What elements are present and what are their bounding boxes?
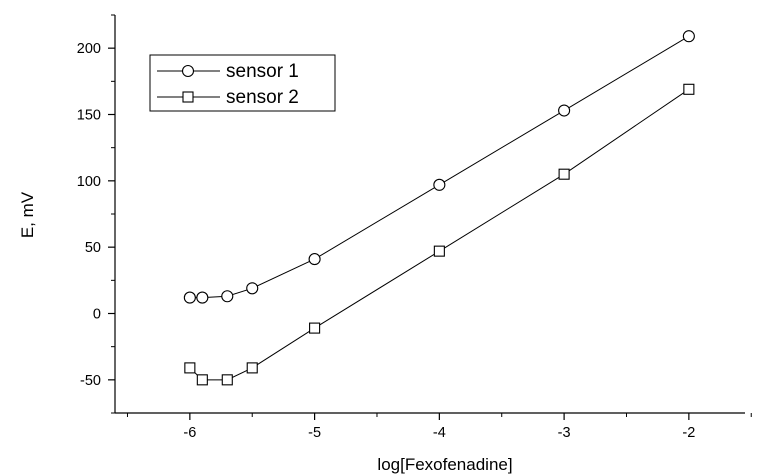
data-point-circle xyxy=(558,104,571,117)
data-point-square xyxy=(683,83,695,95)
legend-label: sensor 1 xyxy=(226,61,299,82)
series-line xyxy=(189,88,690,381)
x-tick-label: -6 xyxy=(183,425,196,441)
x-tick-label: -4 xyxy=(433,425,446,441)
x-tick-label: -5 xyxy=(308,425,321,441)
y-tick-label: 150 xyxy=(77,108,101,124)
y-tick-label: -50 xyxy=(80,373,101,389)
data-point-circle xyxy=(221,290,234,303)
data-point-square xyxy=(246,362,258,374)
data-point-circle xyxy=(308,253,321,266)
data-point-circle xyxy=(181,64,195,78)
data-point-circle xyxy=(246,282,259,295)
data-point-square xyxy=(433,245,445,257)
legend-label: sensor 2 xyxy=(226,87,299,108)
legend-box xyxy=(149,54,336,112)
y-tick-label: 0 xyxy=(93,307,101,323)
data-point-square xyxy=(184,362,196,374)
y-tick-label: 100 xyxy=(77,174,101,190)
x-axis-ticks: -6 -5 -4 -3 -2 xyxy=(126,413,752,441)
series-2 xyxy=(184,83,695,386)
y-tick-label: 50 xyxy=(85,240,101,256)
y-axis-ticks: -50 0 50 100 150 200 xyxy=(77,14,115,414)
legend-item: sensor 2 xyxy=(157,87,299,108)
chart-legend: sensor 1 sensor 2 xyxy=(149,54,336,112)
x-axis-title: log[Fexofenadine] xyxy=(377,455,512,474)
series-1 xyxy=(183,30,695,304)
data-point-square xyxy=(196,374,208,386)
legend-item: sensor 1 xyxy=(157,61,299,82)
series-layer xyxy=(183,30,695,386)
data-point-square xyxy=(309,322,321,334)
x-tick-label: -2 xyxy=(682,425,695,441)
data-point-circle xyxy=(196,291,209,304)
data-point-square xyxy=(221,374,233,386)
data-point-circle xyxy=(682,30,695,43)
data-point-circle xyxy=(183,291,196,304)
x-tick-label: -3 xyxy=(558,425,571,441)
y-axis-title: E, mV xyxy=(18,191,37,238)
data-point-square xyxy=(182,91,194,103)
y-tick-label: 200 xyxy=(77,41,101,57)
data-point-square xyxy=(558,168,570,180)
data-point-circle xyxy=(433,178,446,191)
